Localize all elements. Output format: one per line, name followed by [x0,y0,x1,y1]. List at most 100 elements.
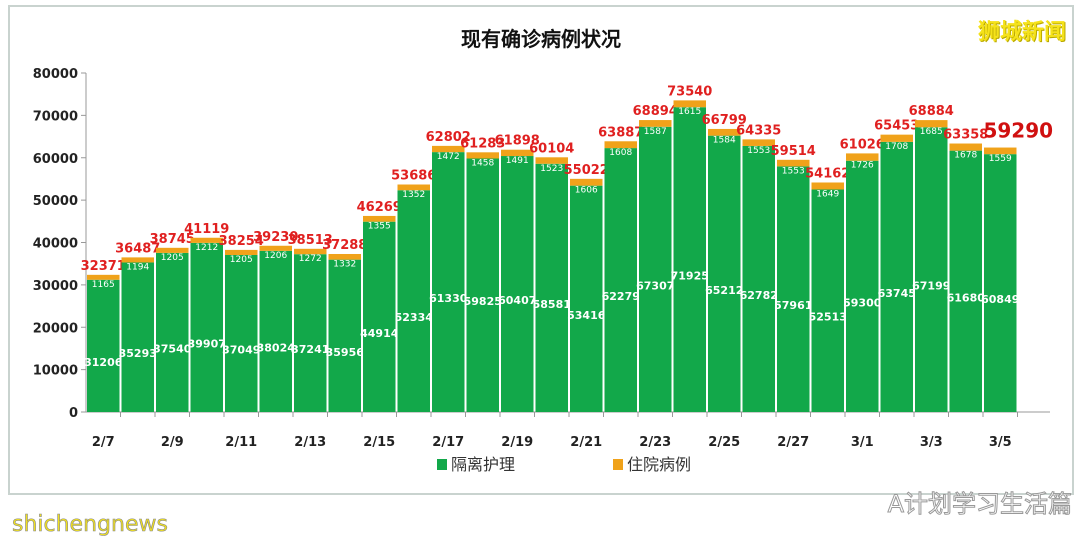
bar-isolation [742,145,775,412]
data-label-total: 61283 [460,136,505,151]
bar-isolation [259,250,292,412]
bar-hospital [156,247,189,253]
data-label-isolation: 71925 [671,270,709,283]
data-label-hospital: 1606 [575,186,598,196]
legend-label-hospital: 住院病例 [627,455,691,474]
x-tick-label: 2/11 [225,435,257,450]
data-label-hospital: 1649 [816,189,839,199]
x-tick-label: 2/7 [92,435,115,450]
data-label-total: 55022 [564,163,609,178]
bar-isolation [570,185,603,412]
bar-isolation [915,127,948,413]
bar-hospital [535,157,568,164]
bar-hospital [397,184,430,191]
data-label-total: 54162 [805,166,850,181]
data-label-total: 66799 [702,113,747,128]
data-label-hospital: 1553 [747,146,770,156]
data-label-total: 62802 [426,130,471,145]
bar-isolation [777,166,810,412]
y-tick-label: 50000 [33,194,78,209]
data-label-hospital: 1194 [126,262,149,272]
bar-hospital [673,100,706,108]
data-label-hospital: 1523 [540,164,563,174]
bar-isolation [466,158,499,412]
data-label-isolation: 52334 [395,311,434,324]
bar-isolation [190,242,223,412]
legend-swatch-hospital [613,459,623,470]
data-label-total: 60104 [529,141,574,156]
y-tick-label: 40000 [33,237,78,252]
data-label-isolation: 65212 [705,284,743,297]
y-tick-label: 80000 [33,67,78,82]
data-label-isolation: 67199 [912,280,950,293]
bar-isolation [673,107,706,413]
data-label-hospital: 1212 [195,243,218,253]
data-label-total: 63358 [943,128,988,143]
y-tick-label: 10000 [33,364,78,379]
data-label-total: 38513 [288,233,333,248]
bar-isolation [328,259,361,412]
x-tick-label: 3/3 [920,435,943,450]
bar-hospital [466,152,499,159]
bar-hospital [294,248,327,255]
data-label-total: 63887 [598,125,643,140]
bar-isolation [984,154,1017,413]
legend-label-isolation: 隔离护理 [451,455,515,474]
data-label-hospital: 1352 [402,190,425,200]
data-label-isolation: 62279 [602,290,640,303]
chart-title: 现有确诊病例状况 [461,27,621,51]
bar-hospital [363,215,396,222]
bar-isolation [156,252,189,412]
x-tick-label: 2/19 [501,435,533,450]
data-label-total: 36487 [115,241,160,256]
data-label-isolation: 57961 [774,299,812,312]
stacked-bar-chart: 现有确诊病例状况 0 10000 20000 30000 40000 50000 60000 7… [33,27,1053,474]
data-label-total: 65453 [874,119,919,134]
bar-isolation [363,221,396,412]
data-label-hospital: 1615 [678,107,701,117]
x-tick-label: 2/13 [294,435,326,450]
data-label-hospital: 1205 [161,253,184,263]
data-label-total: 68894 [633,104,678,119]
data-label-total: 38745 [150,232,195,247]
bar-hospital [121,257,154,263]
data-label-total: 37288 [322,238,367,253]
data-label-isolation: 60407 [498,294,536,307]
data-label-total: 61026 [840,137,885,152]
data-label-hospital: 1553 [782,166,805,176]
data-label-hospital: 1472 [437,152,460,162]
bar-hospital [949,143,982,151]
bar-hospital [570,178,603,186]
x-tick-label: 2/23 [639,435,671,450]
bar-isolation [949,150,982,413]
data-label-hospital: 1165 [92,280,115,290]
bar-hospital [846,153,879,161]
bar-hospital [984,147,1017,155]
bar-hospital [915,120,948,128]
bar-hospital [225,249,258,256]
data-label-isolation: 67307 [636,279,674,292]
x-tick-label: 3/1 [851,435,874,450]
data-label-isolation: 37049 [222,344,260,357]
bar-hospital [639,120,672,127]
y-tick-label: 60000 [33,152,78,167]
bar-hospital [328,253,361,260]
y-tick-label: 30000 [33,279,78,294]
y-tick-label: 0 [69,406,78,421]
x-tick-label: 3/5 [989,435,1012,450]
data-label-hospital: 1458 [471,158,494,168]
data-label-hospital: 1608 [609,148,632,158]
x-tick-label: 2/25 [708,435,740,450]
bar-isolation [501,156,534,412]
data-label-total: 68884 [909,104,954,119]
bar-hospital [190,237,223,243]
data-label-hospital: 1355 [368,222,391,232]
legend-swatch-isolation [437,459,447,470]
data-label-isolation: 37241 [291,343,329,356]
brand-logo: 狮城新闻 [977,20,1066,45]
data-label-total: 61898 [495,134,540,149]
bar-hospital [87,274,120,280]
bar-hospital [604,141,637,149]
data-label-total: 59514 [771,144,816,159]
data-label-total: 59290 [983,119,1053,143]
